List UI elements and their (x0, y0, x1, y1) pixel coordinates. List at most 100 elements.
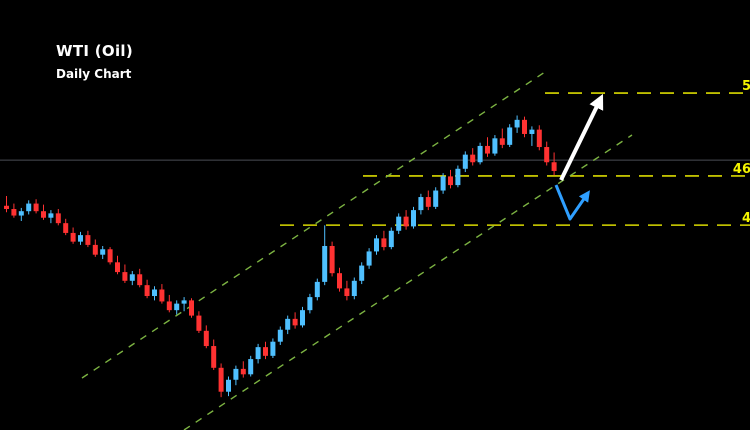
candle (544, 141, 550, 166)
candle-body (529, 129, 535, 134)
candle-body (381, 238, 387, 248)
bounce-path-arrow (554, 184, 590, 221)
candle-body (255, 347, 261, 360)
candle (240, 361, 246, 378)
candle (507, 124, 513, 148)
candle (189, 298, 194, 318)
candle-body (285, 318, 291, 330)
candle-body (277, 329, 283, 342)
candle (181, 297, 187, 312)
candle-body (411, 210, 416, 227)
candle (85, 230, 91, 248)
candle-body (85, 235, 91, 245)
candle-body (211, 346, 217, 368)
candle-body (300, 310, 305, 326)
candle-body (33, 203, 39, 212)
candle (129, 271, 135, 286)
candle-body (455, 168, 461, 186)
candle-body (374, 238, 379, 252)
price-level-label: 4 (742, 211, 750, 226)
candle-body (11, 209, 17, 216)
candle (292, 312, 298, 329)
trend-channel-lower (183, 134, 633, 430)
candle (211, 339, 217, 370)
candle-body (366, 251, 372, 266)
candle (115, 255, 120, 275)
candle (455, 165, 461, 188)
candle (307, 293, 313, 314)
candle-body (174, 303, 180, 311)
candle-body (122, 272, 128, 281)
candle-body (263, 347, 268, 356)
candle (448, 169, 453, 189)
candle (411, 206, 416, 229)
candle (485, 137, 490, 157)
candle (329, 241, 335, 277)
candle-body (26, 203, 32, 212)
candle-body (18, 211, 24, 216)
candle (122, 264, 128, 283)
candle-body (388, 230, 394, 248)
candle-body (448, 176, 453, 186)
projection-up-arrow (559, 93, 604, 181)
candle-body (551, 162, 557, 171)
candle (263, 341, 268, 360)
candle (522, 116, 527, 138)
candle (514, 115, 520, 133)
candle-body (55, 213, 61, 224)
candle-body (181, 300, 187, 304)
candle (418, 193, 424, 215)
candle (314, 278, 320, 301)
candle (351, 277, 357, 300)
candle (403, 210, 409, 230)
candle (144, 279, 150, 299)
candle-body (507, 127, 513, 145)
candle (4, 195, 9, 213)
candle (359, 262, 365, 285)
candle (285, 315, 291, 335)
candle (41, 204, 46, 220)
candle-body (351, 280, 357, 297)
candle-body (248, 359, 254, 375)
candle (440, 173, 446, 194)
candle-body (107, 249, 113, 263)
candle (137, 268, 143, 288)
candle (92, 239, 98, 257)
candle-body (48, 213, 54, 218)
price-level-label: 46 (733, 162, 750, 177)
candle (55, 209, 61, 226)
candle (322, 225, 328, 286)
candle-body (233, 368, 239, 380)
candle (381, 230, 387, 251)
candle (277, 326, 283, 345)
candle-body (477, 145, 483, 163)
candle-body (129, 274, 135, 281)
candle-body (166, 301, 172, 311)
candle-body (329, 245, 335, 274)
candle (100, 245, 106, 260)
candle-body (344, 288, 350, 297)
candle (433, 187, 439, 210)
candle-body (314, 281, 320, 298)
candle-body (70, 232, 76, 242)
candle-body (544, 147, 550, 163)
candle (166, 294, 172, 313)
candle (366, 248, 372, 269)
candle (226, 376, 231, 397)
candle (396, 213, 402, 235)
candle (159, 284, 165, 304)
candle (196, 311, 202, 333)
candle (551, 152, 557, 176)
candle-body (536, 129, 542, 148)
candle-body (433, 190, 439, 207)
candle-body (499, 138, 505, 145)
candle-body (522, 119, 527, 134)
candle (255, 343, 261, 364)
candle-body (514, 119, 520, 128)
candle-body (226, 379, 231, 392)
candle (107, 247, 113, 265)
candle-body (41, 211, 46, 218)
candle-body (270, 341, 276, 356)
